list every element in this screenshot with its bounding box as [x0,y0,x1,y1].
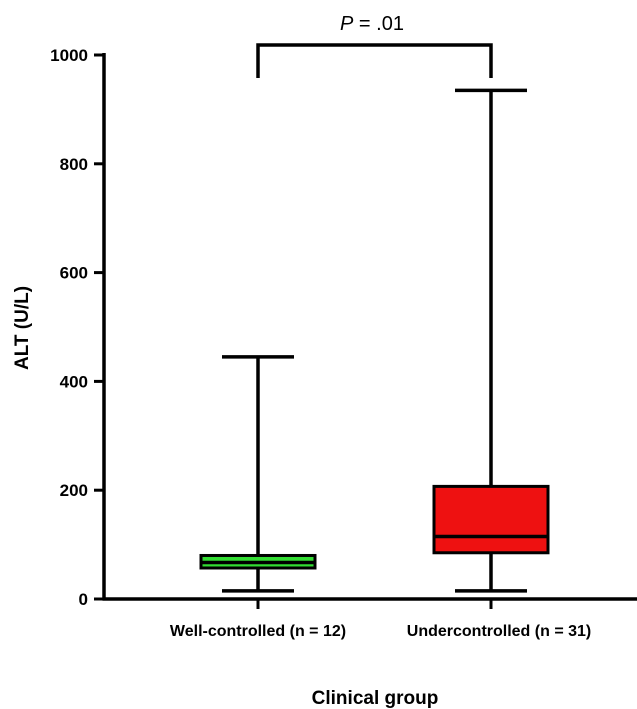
x-ticks: Well-controlled (n = 12) Undercontrolled … [170,599,591,640]
x-category-label: Undercontrolled (n = 31) [407,623,591,640]
y-tick-label: 400 [60,372,88,391]
y-tick-label: 600 [60,264,88,283]
x-axis-title: Clinical group [312,688,439,709]
box-2 [432,88,550,593]
significance-bracket [256,43,493,78]
x-category-label: Well-controlled (n = 12) [170,623,346,640]
y-ticks: 0 200 400 600 800 1000 [50,46,104,609]
boxes [199,88,550,593]
bracket-line [256,43,493,78]
box-1 [199,355,317,593]
axes [102,53,637,601]
y-tick-label: 1000 [50,46,88,65]
y-tick-label: 200 [60,481,88,500]
y-tick-label: 800 [60,155,88,174]
p-value-annotation: P = .01 [340,13,404,35]
iqr-box [432,484,550,555]
y-axis-title: ALT (U/L) [12,286,33,370]
y-tick-label: 0 [79,590,88,609]
